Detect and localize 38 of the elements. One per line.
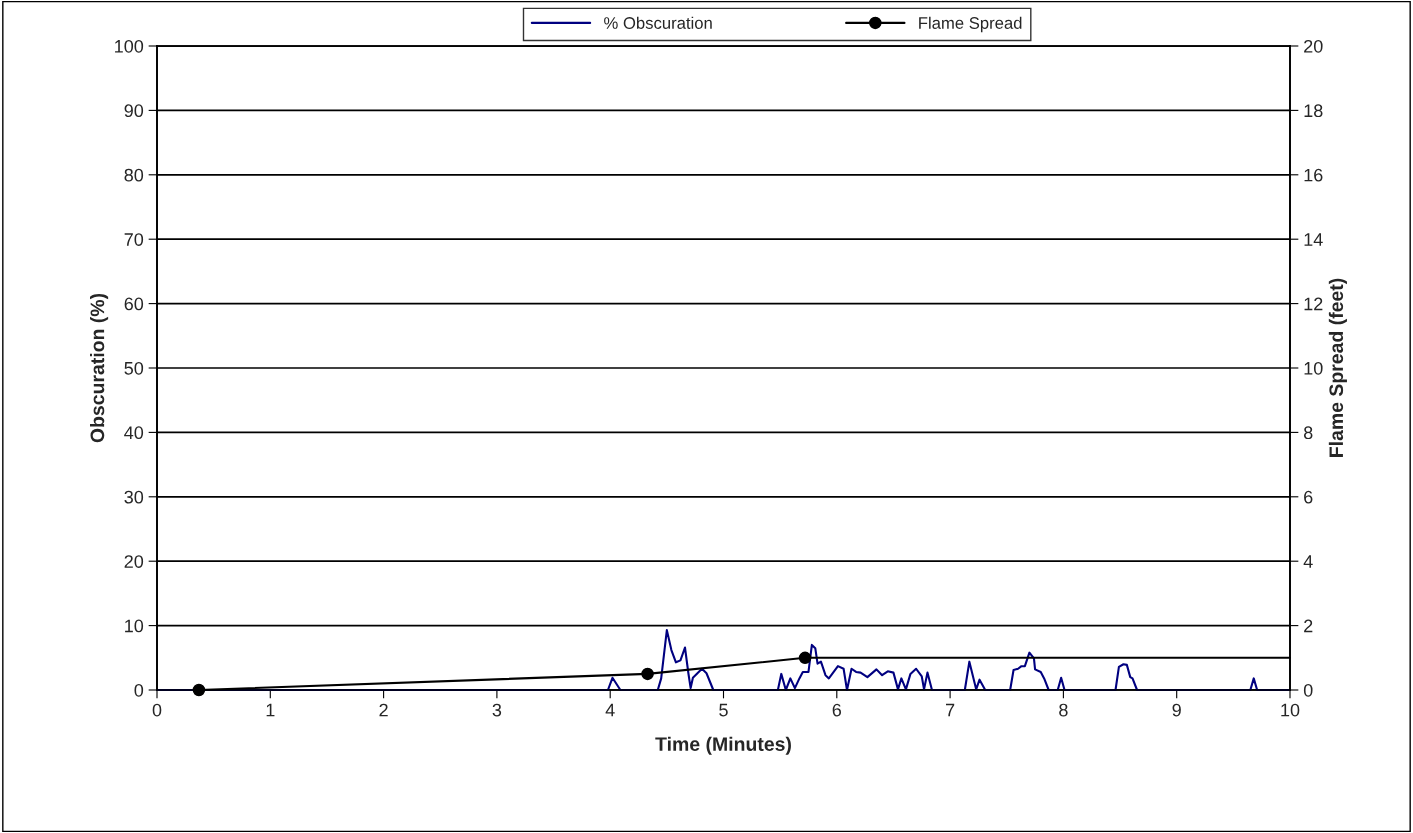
legend-label: % Obscuration xyxy=(604,16,712,29)
x-tick-label: 6 xyxy=(832,703,842,717)
y2-tick-label: 16 xyxy=(1304,168,1323,182)
x-tick-label: 3 xyxy=(492,703,502,717)
y2-tick-label: 10 xyxy=(1304,361,1323,375)
y-tick-label: 20 xyxy=(124,555,144,568)
y-axis-title: Obscuration (%) xyxy=(90,293,109,443)
y-tick-label: 80 xyxy=(124,168,144,182)
y2-tick-label: 4 xyxy=(1303,555,1313,568)
x-tick-label: 0 xyxy=(152,703,162,717)
y2-axis-title: Flame Spread (feet) xyxy=(1328,278,1347,457)
legend-label: Flame Spread xyxy=(919,16,1022,33)
y2-tick-label: 6 xyxy=(1304,490,1313,504)
x-tick-label: 1 xyxy=(266,703,275,717)
y2-tick-label: 2 xyxy=(1304,619,1313,633)
y2-tick-label: 20 xyxy=(1304,39,1323,53)
x-tick-label: 2 xyxy=(379,703,388,717)
y-tick-label: 40 xyxy=(124,426,144,440)
y-tick-label: 60 xyxy=(124,297,144,311)
x-tick-label: 4 xyxy=(605,703,615,717)
x-tick-label: 9 xyxy=(1172,703,1181,717)
y-tick-label: 70 xyxy=(124,233,144,246)
x-tick-label: 8 xyxy=(1059,703,1068,717)
y-tick-label: 30 xyxy=(124,490,144,504)
x-tick-label: 5 xyxy=(719,703,728,717)
y2-tick-label: 12 xyxy=(1304,297,1323,311)
y2-tick-label: 0 xyxy=(1303,683,1313,697)
y-tick-label: 90 xyxy=(124,104,144,118)
y-tick-label: 10 xyxy=(125,619,144,633)
y2-tick-label: 18 xyxy=(1304,104,1323,118)
x-tick-label: 10 xyxy=(1281,703,1300,717)
y-tick-label: 100 xyxy=(115,39,144,53)
y-tick-label: 50 xyxy=(124,361,144,375)
x-axis-title: Time (Minutes) xyxy=(655,736,791,755)
y2-tick-label: 8 xyxy=(1303,426,1313,440)
y2-tick-label: 14 xyxy=(1304,233,1323,246)
y-tick-label: 0 xyxy=(134,683,144,697)
x-tick-label: 7 xyxy=(946,703,955,717)
